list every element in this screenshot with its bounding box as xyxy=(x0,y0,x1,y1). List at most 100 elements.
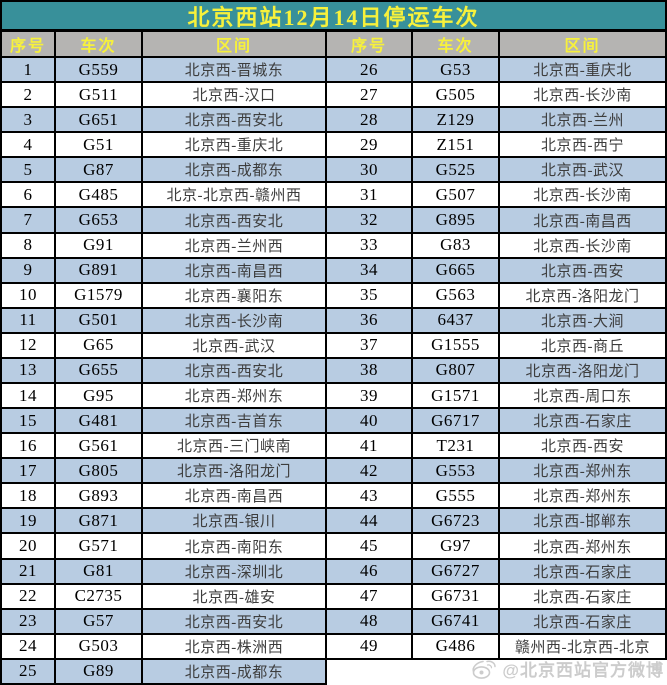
cell-train: G6741 xyxy=(413,609,500,635)
cell-train: G555 xyxy=(413,484,500,510)
cell-train: C2735 xyxy=(56,584,143,610)
cell-train: G653 xyxy=(56,208,143,234)
cell-train: G553 xyxy=(413,459,500,485)
cell-train: G1555 xyxy=(413,333,500,359)
cell-train: G559 xyxy=(56,58,143,84)
cell-no: 25 xyxy=(2,659,56,685)
cell-no: 1 xyxy=(2,58,56,84)
cell-route: 北京西-石家庄 xyxy=(500,584,667,610)
cell-route: 北京西-长沙南 xyxy=(500,233,667,259)
cell-train: G6727 xyxy=(413,559,500,585)
cell-no: 28 xyxy=(327,108,413,134)
cell-no: 43 xyxy=(327,484,413,510)
cell-train: G505 xyxy=(413,83,500,109)
cell-no: 26 xyxy=(327,58,413,84)
cell-no: 33 xyxy=(327,233,413,259)
cell-route: 北京西-南昌西 xyxy=(143,258,327,284)
cell-train: G485 xyxy=(56,183,143,209)
cell-route: 北京西-成都东 xyxy=(143,659,327,685)
cell-route: 北京西-西宁 xyxy=(500,133,667,159)
cell-train: G871 xyxy=(56,509,143,535)
cell-route: 北京西-兰州西 xyxy=(143,233,327,259)
cell-no: 41 xyxy=(327,434,413,460)
cell-no: 27 xyxy=(327,83,413,109)
cell-no: 18 xyxy=(2,484,56,510)
cell-train: G665 xyxy=(413,258,500,284)
cell-route: 北京西-南昌西 xyxy=(500,208,667,234)
cell-route: 北京西-雄安 xyxy=(143,584,327,610)
cell-train: G525 xyxy=(413,158,500,184)
cell-no: 49 xyxy=(327,634,413,660)
cell-route: 北京西-西安北 xyxy=(143,208,327,234)
cell-route: 北京西-西安 xyxy=(500,258,667,284)
cell-train: G95 xyxy=(56,384,143,410)
cell-train: G83 xyxy=(413,233,500,259)
column-header-route: 区间 xyxy=(143,32,327,58)
cell-no: 22 xyxy=(2,584,56,610)
cell-no: 11 xyxy=(2,308,56,334)
cell-no: 6 xyxy=(2,183,56,209)
weibo-icon xyxy=(472,660,497,679)
cell-no: 40 xyxy=(327,409,413,435)
cell-no: 34 xyxy=(327,258,413,284)
cell-no: 12 xyxy=(2,333,56,359)
cell-no: 32 xyxy=(327,208,413,234)
cell-no: 37 xyxy=(327,333,413,359)
cell-route: 北京西-周口东 xyxy=(500,384,667,410)
cell-train: G89 xyxy=(56,659,143,685)
cell-no: 3 xyxy=(2,108,56,134)
cell-no: 21 xyxy=(2,559,56,585)
cell-route: 北京西-洛阳龙门 xyxy=(500,358,667,385)
column-header-no: 序号 xyxy=(2,32,56,58)
trains-table-left: 序号 车次 区间 1 G559 北京西-晋城东 2 G511 北京西-汉口 3 G651 北京西… xyxy=(0,32,327,685)
column-header-no: 序号 xyxy=(327,32,413,58)
cell-train: G91 xyxy=(56,233,143,259)
column-header-train: 车次 xyxy=(56,32,143,58)
cell-no: 19 xyxy=(2,509,56,535)
watermark-text: @北京西站官方微博 xyxy=(502,661,664,680)
cell-train: G891 xyxy=(56,258,143,284)
cell-no: 35 xyxy=(327,283,413,309)
cell-train: G53 xyxy=(413,58,500,84)
cell-route: 北京西-银川 xyxy=(143,509,327,535)
cell-route: 北京西-石家庄 xyxy=(500,559,667,585)
cell-train: Z129 xyxy=(413,108,500,134)
cell-train: G563 xyxy=(413,283,500,309)
cell-route: 北京西-邯郸东 xyxy=(500,509,667,535)
cell-route: 北京西-西安北 xyxy=(143,358,327,385)
cell-route: 北京西-郑州东 xyxy=(500,459,667,485)
cell-route: 北京西-武汉 xyxy=(143,333,327,359)
cell-no: 24 xyxy=(2,634,56,660)
cell-route: 北京西-石家庄 xyxy=(500,609,667,635)
cell-train: G501 xyxy=(56,308,143,334)
cell-train: G81 xyxy=(56,559,143,585)
page-title: 北京西站12月14日停运车次 xyxy=(0,0,667,32)
cell-train: G571 xyxy=(56,534,143,560)
cell-no: 46 xyxy=(327,559,413,585)
cell-train: G51 xyxy=(56,133,143,159)
cell-train: G1571 xyxy=(413,384,500,410)
cell-train: G561 xyxy=(56,434,143,460)
cell-train: G481 xyxy=(56,409,143,435)
cell-train: G87 xyxy=(56,158,143,184)
cell-train: G6723 xyxy=(413,509,500,535)
cell-train: T231 xyxy=(413,434,500,460)
cell-route: 北京西-株洲西 xyxy=(143,634,327,660)
cell-route: 北京西-郑州东 xyxy=(500,484,667,510)
cell-no: 36 xyxy=(327,308,413,334)
cell-route: 北京西-郑州东 xyxy=(500,534,667,560)
cell-no: 8 xyxy=(2,233,56,259)
cell-train: 6437 xyxy=(413,308,500,334)
cell-no: 39 xyxy=(327,384,413,410)
cell-no: 23 xyxy=(2,609,56,635)
cell-no: 4 xyxy=(2,133,56,159)
cell-route: 北京西-重庆北 xyxy=(143,133,327,159)
cell-route: 北京西-长沙南 xyxy=(143,308,327,334)
cell-no: 17 xyxy=(2,459,56,485)
cell-route: 北京西-南昌西 xyxy=(143,484,327,510)
cell-route: 北京西-大涧 xyxy=(500,308,667,334)
cell-no: 5 xyxy=(2,158,56,184)
cell-no: 42 xyxy=(327,459,413,485)
cell-route: 北京西-吉首东 xyxy=(143,409,327,435)
